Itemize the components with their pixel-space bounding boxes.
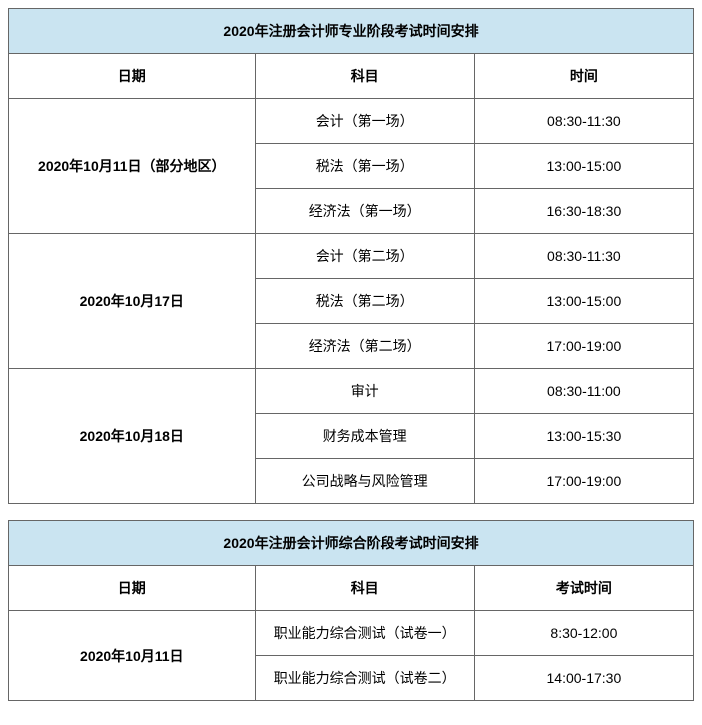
- subject-cell: 职业能力综合测试（试卷一）: [255, 611, 474, 656]
- time-cell: 13:00-15:30: [474, 414, 693, 459]
- comprehensive-stage-table: 2020年注册会计师综合阶段考试时间安排 日期 科目 考试时间 2020年10月…: [8, 520, 694, 701]
- table-row: 2020年10月11日 职业能力综合测试（试卷一） 8:30-12:00: [9, 611, 694, 656]
- professional-stage-table: 2020年注册会计师专业阶段考试时间安排 日期 科目 时间 2020年10月11…: [8, 8, 694, 504]
- header-date: 日期: [9, 566, 256, 611]
- time-cell: 08:30-11:30: [474, 99, 693, 144]
- table-row: 2020年10月11日（部分地区） 会计（第一场） 08:30-11:30: [9, 99, 694, 144]
- header-time: 时间: [474, 54, 693, 99]
- table-row: 2020年10月17日 会计（第二场） 08:30-11:30: [9, 234, 694, 279]
- date-cell: 2020年10月18日: [9, 369, 256, 504]
- date-cell: 2020年10月11日（部分地区）: [9, 99, 256, 234]
- header-date: 日期: [9, 54, 256, 99]
- table-header-row: 日期 科目 考试时间: [9, 566, 694, 611]
- header-time: 考试时间: [474, 566, 693, 611]
- time-cell: 16:30-18:30: [474, 189, 693, 234]
- subject-cell: 审计: [255, 369, 474, 414]
- table-title: 2020年注册会计师专业阶段考试时间安排: [9, 9, 694, 54]
- date-cell: 2020年10月11日: [9, 611, 256, 701]
- subject-cell: 会计（第一场）: [255, 99, 474, 144]
- time-cell: 13:00-15:00: [474, 279, 693, 324]
- time-cell: 08:30-11:00: [474, 369, 693, 414]
- header-subject: 科目: [255, 566, 474, 611]
- subject-cell: 会计（第二场）: [255, 234, 474, 279]
- subject-cell: 公司战略与风险管理: [255, 459, 474, 504]
- table-row: 2020年10月18日 审计 08:30-11:00: [9, 369, 694, 414]
- time-cell: 8:30-12:00: [474, 611, 693, 656]
- table-title-row: 2020年注册会计师综合阶段考试时间安排: [9, 521, 694, 566]
- time-cell: 08:30-11:30: [474, 234, 693, 279]
- time-cell: 13:00-15:00: [474, 144, 693, 189]
- time-cell: 17:00-19:00: [474, 324, 693, 369]
- subject-cell: 经济法（第二场）: [255, 324, 474, 369]
- time-cell: 14:00-17:30: [474, 656, 693, 701]
- subject-cell: 税法（第二场）: [255, 279, 474, 324]
- table-header-row: 日期 科目 时间: [9, 54, 694, 99]
- header-subject: 科目: [255, 54, 474, 99]
- subject-cell: 职业能力综合测试（试卷二）: [255, 656, 474, 701]
- subject-cell: 税法（第一场）: [255, 144, 474, 189]
- table-title: 2020年注册会计师综合阶段考试时间安排: [9, 521, 694, 566]
- table-title-row: 2020年注册会计师专业阶段考试时间安排: [9, 9, 694, 54]
- subject-cell: 财务成本管理: [255, 414, 474, 459]
- date-cell: 2020年10月17日: [9, 234, 256, 369]
- subject-cell: 经济法（第一场）: [255, 189, 474, 234]
- time-cell: 17:00-19:00: [474, 459, 693, 504]
